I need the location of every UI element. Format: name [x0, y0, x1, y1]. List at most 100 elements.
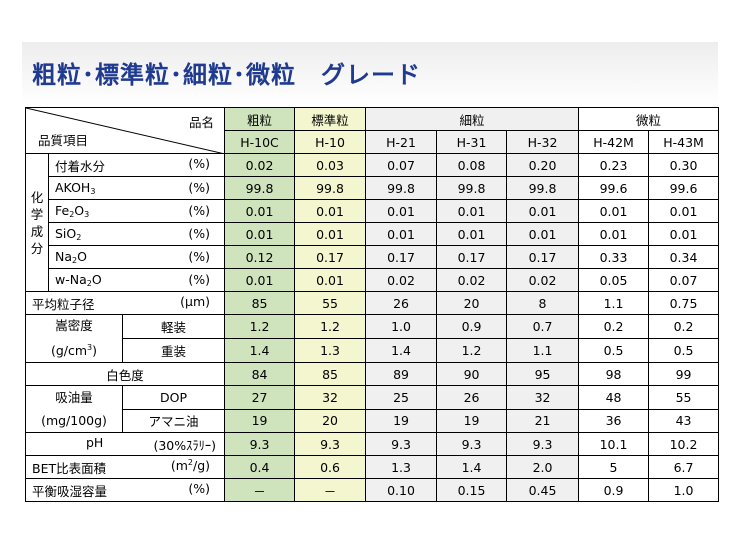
value-cell: 99.8 — [224, 176, 296, 200]
value-cell: 0.01 — [578, 199, 650, 223]
grade-h42m: H-42M — [578, 130, 650, 154]
table-row: アマニ油 19 20 19 19 21 36 43 — [26, 408, 720, 433]
table-row: 嵩密度 (g/cm3) 軽装 1.2 1.2 1.0 0.9 0.7 0.2 0.2 — [25, 314, 720, 363]
row-label: 平衡吸湿容量 (%) — [24, 478, 226, 502]
value-cell: 99 — [648, 362, 720, 386]
value-cell: 0.01 — [365, 199, 438, 223]
table-row: 吸油量 (mg/100g) DOP 27 32 25 26 32 48 55 — [25, 385, 720, 433]
value-cell: 0.34 — [648, 245, 720, 269]
value-cell: 0.6 — [294, 455, 367, 479]
value-cell: 55 — [648, 385, 720, 410]
value-cell: 0.02 — [436, 268, 508, 292]
header-name-label: 品名 — [189, 115, 215, 130]
table-row: 重装 1.4 1.3 1.4 1.2 1.1 0.5 0.5 — [26, 338, 720, 363]
value-cell: 0.01 — [224, 268, 296, 292]
value-cell: 0.01 — [648, 222, 720, 246]
header-corner-cell: 品名 品質項目 — [24, 107, 226, 154]
value-cell: 0.01 — [224, 222, 296, 246]
header-row-groups: 品名 品質項目 粗粒 標準粒 細粒 微粒 — [24, 107, 720, 154]
table-row: w-Na2O (%) 0.01 0.01 0.02 0.02 0.02 0.05 0.07 — [26, 268, 720, 292]
value-cell: 1.0 — [648, 478, 720, 502]
oil-sub-label: DOP — [121, 385, 226, 410]
row-label: 白色度 — [24, 362, 226, 386]
row-label: pH (30%ｽﾗﾘｰ) — [24, 432, 226, 456]
value-cell: 0.07 — [365, 153, 438, 177]
group-standard: 標準粒 — [294, 107, 367, 131]
value-cell: 20 — [436, 291, 508, 315]
value-cell: 5 — [578, 455, 650, 479]
grade-h32: H-32 — [506, 130, 580, 154]
value-cell: 0.17 — [365, 245, 438, 269]
value-cell: 19 — [436, 408, 508, 433]
value-cell: 1.2 — [436, 338, 508, 363]
row-label: 平均粒子径 (μm) — [24, 291, 226, 315]
value-cell: 98 — [578, 362, 650, 386]
row-label: AKOH3 (%) — [47, 176, 226, 200]
oil-label: 吸油量 (mg/100g) — [25, 385, 123, 433]
value-cell: 36 — [578, 408, 650, 433]
value-cell: 0.9 — [436, 314, 508, 339]
value-cell: 0.01 — [365, 222, 438, 246]
value-cell: 1.0 — [365, 314, 438, 339]
value-cell: 8 — [506, 291, 580, 315]
grade-table: 品名 品質項目 粗粒 標準粒 細粒 微粒 H-10C H-10 H-21 H-3… — [24, 107, 720, 502]
table-row: 白色度 84 85 89 90 95 98 99 — [24, 362, 720, 386]
value-cell: 0.01 — [506, 199, 580, 223]
value-cell: 9.3 — [506, 432, 580, 456]
value-cell: 1.4 — [224, 338, 296, 363]
value-cell: 19 — [224, 408, 296, 433]
value-cell: 85 — [224, 291, 296, 315]
header-item-label: 品質項目 — [38, 133, 89, 148]
header-row-grades: H-10C H-10 H-21 H-31 H-32 H-42M H-43M — [26, 130, 720, 154]
table-row: Fe2O3 (%) 0.01 0.01 0.01 0.01 0.01 0.01 0.01 — [26, 199, 720, 223]
value-cell: 0.5 — [648, 338, 720, 363]
table-row: Na2O (%) 0.12 0.17 0.17 0.17 0.17 0.33 0.34 — [26, 245, 720, 269]
group-micro: 微粒 — [578, 107, 720, 131]
table-row: AKOH3 (%) 99.8 99.8 99.8 99.8 99.8 99.6 99.6 — [26, 176, 720, 200]
value-cell: 32 — [506, 385, 580, 410]
value-cell: 55 — [294, 291, 367, 315]
value-cell: 0.9 — [578, 478, 650, 502]
row-label: BET比表面積 (m2/g) — [24, 455, 226, 479]
row-label: SiO2 (%) — [47, 222, 226, 246]
table-row: 平均粒子径 (μm) 85 55 26 20 8 1.1 0.75 — [24, 291, 720, 315]
value-cell: 0.23 — [578, 153, 650, 177]
value-cell: 0.01 — [294, 268, 367, 292]
value-cell: 1.4 — [436, 455, 508, 479]
value-cell: 1.1 — [578, 291, 650, 315]
value-cell: 0.02 — [365, 268, 438, 292]
table-row: 平衡吸湿容量 (%) －－ 0.10 0.15 0.45 0.9 1.0 — [24, 478, 720, 502]
value-cell: 1.3 — [365, 455, 438, 479]
value-cell: 9.3 — [436, 432, 508, 456]
table-row: 化学成分 付着水分 (%) 0.02 0.03 0.07 0.08 0.20 0.23 0.3… — [25, 153, 720, 292]
value-cell: 10.2 — [648, 432, 720, 456]
value-cell: 90 — [436, 362, 508, 386]
table-row: pH (30%ｽﾗﾘｰ) 9.3 9.3 9.3 9.3 9.3 10.1 10.2 — [24, 432, 720, 456]
value-cell: 6.7 — [648, 455, 720, 479]
table-row: BET比表面積 (m2/g) 0.4 0.6 1.3 1.4 2.0 5 6.7 — [24, 455, 720, 479]
header-diagonal-line — [26, 108, 225, 154]
value-cell: 25 — [365, 385, 438, 410]
value-cell: － — [224, 478, 296, 502]
value-cell: 0.01 — [294, 199, 367, 223]
value-cell: 85 — [294, 362, 367, 386]
value-cell: 26 — [436, 385, 508, 410]
value-cell: 99.6 — [648, 176, 720, 200]
value-cell: 0.01 — [436, 199, 508, 223]
group-coarse: 粗粒 — [224, 107, 296, 131]
value-cell: － — [294, 478, 367, 502]
value-cell: 21 — [506, 408, 580, 433]
value-cell: 0.01 — [294, 222, 367, 246]
value-cell: 48 — [578, 385, 650, 410]
grade-h43m: H-43M — [648, 130, 720, 154]
row-label: w-Na2O (%) — [47, 268, 226, 292]
value-cell: 0.5 — [578, 338, 650, 363]
grade-h31: H-31 — [436, 130, 508, 154]
value-cell: 0.4 — [224, 455, 296, 479]
value-cell: 0.2 — [648, 314, 720, 339]
value-cell: 1.3 — [294, 338, 367, 363]
value-cell: 43 — [648, 408, 720, 433]
chem-group-label: 化学成分 — [25, 153, 49, 292]
value-cell: 0.12 — [224, 245, 296, 269]
value-cell: 9.3 — [365, 432, 438, 456]
